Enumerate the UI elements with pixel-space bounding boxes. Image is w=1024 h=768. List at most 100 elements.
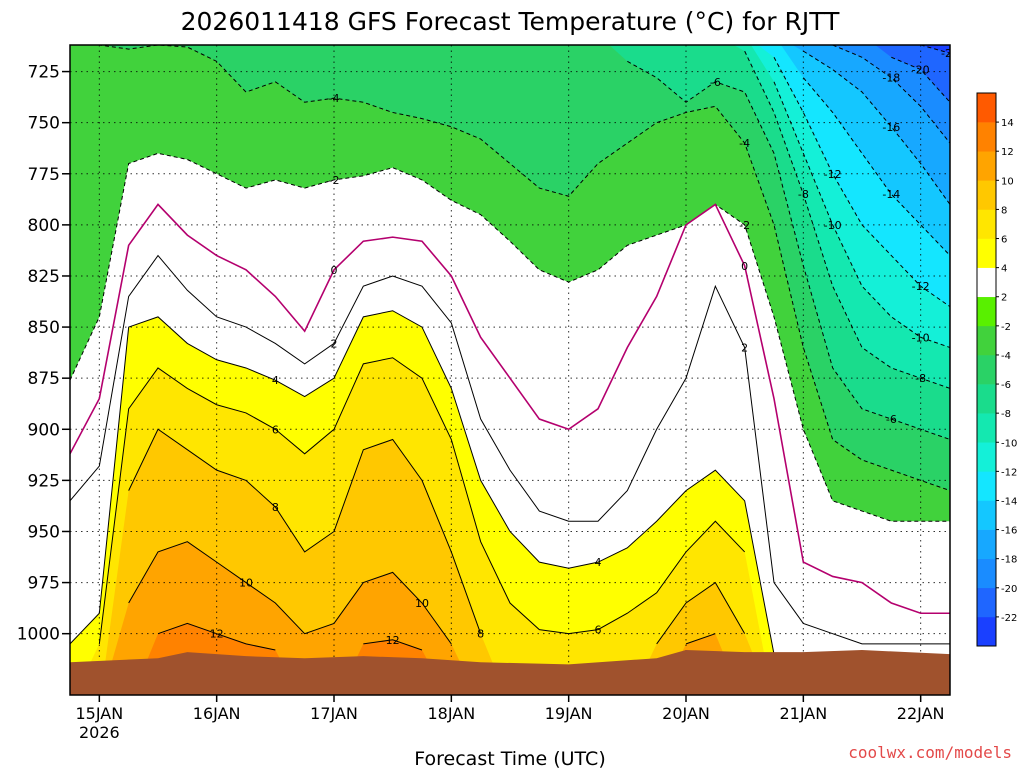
colorbar-swatch <box>977 238 996 268</box>
contour-label: 12 <box>386 634 400 647</box>
contour-label: 8 <box>272 501 279 514</box>
colorbar-swatch <box>977 354 996 385</box>
y-tick-label: 850 <box>28 318 60 338</box>
isotherm--20 <box>891 56 950 103</box>
isotherm--10 <box>773 81 950 348</box>
colorbar-tick-label: 6 <box>1001 235 1007 246</box>
y-tick-label: 725 <box>28 63 60 83</box>
colorbar-tick-label: -8 <box>1001 409 1011 420</box>
x-tick-label: 21JAN <box>779 704 827 723</box>
colorbar-tick-label: -22 <box>1001 613 1017 624</box>
x-tick-label: 22JAN <box>897 704 945 723</box>
y-tick-label: 775 <box>28 165 60 185</box>
colorbar-tick-label: 14 <box>1001 118 1014 129</box>
x-tick-label: 18JAN <box>427 704 475 723</box>
y-tick-label: 750 <box>28 114 60 134</box>
contour-label: -16 <box>882 121 900 134</box>
colorbar-tick-label: 4 <box>1001 264 1007 275</box>
x-tick-label: 16JAN <box>193 704 241 723</box>
contour-label: 8 <box>477 628 484 641</box>
contour-label: -4 <box>329 92 340 105</box>
contour-label: -18 <box>882 72 900 85</box>
isotherm--16 <box>803 50 950 205</box>
contour-label: 4 <box>272 374 279 387</box>
y-tick-label: 875 <box>28 369 60 389</box>
y-tick-label: 925 <box>28 471 60 491</box>
x-axis-label: Forecast Time (UTC) <box>414 748 605 768</box>
credit-text: coolwx.com/models <box>848 743 1012 762</box>
y-axis-ticks: 725 750 775 800 825 850 875 900 925 950 975 1000 <box>17 63 70 645</box>
contour-label: 6 <box>272 423 279 436</box>
colorbar-swatch <box>977 180 996 210</box>
contour-label: -20 <box>912 64 930 77</box>
contour-label: 10 <box>415 597 429 610</box>
colorbar-tick-label: -2 <box>1001 322 1011 333</box>
contour-label: 0 <box>331 264 338 277</box>
colorbar-tick-label: -18 <box>1001 555 1017 566</box>
isotherm-0 <box>70 203 950 615</box>
colorbar-tick-label: 2 <box>1001 293 1007 304</box>
isotherm--22 <box>920 45 950 54</box>
contour-label: -8 <box>915 372 926 385</box>
contour-label: 4 <box>595 556 602 569</box>
y-tick-label: 825 <box>28 267 60 287</box>
plot-frame <box>69 44 951 696</box>
colorbar-swatch <box>977 587 996 618</box>
colorbar-frame <box>976 92 997 647</box>
contour-label: -4 <box>739 137 750 150</box>
isotherm-4 <box>70 310 775 655</box>
plot-area: -22-20-18-16-14-12-12-10-10-8-8-6-6-4-4-… <box>70 45 950 695</box>
colorbar-swatch <box>977 384 996 414</box>
contour-label: -6 <box>710 76 721 89</box>
colorbar-tick-label: -12 <box>1001 467 1017 478</box>
isotherm-12 <box>157 622 423 651</box>
colorbar-tick-label: 10 <box>1001 176 1014 187</box>
colorbar-swatch <box>977 325 996 356</box>
contour-label: -10 <box>912 331 930 344</box>
contour-label: -2 <box>739 219 750 232</box>
colorbar-swatch <box>977 151 996 181</box>
colorbar-swatch <box>977 267 996 298</box>
colorbar-swatch <box>977 616 996 647</box>
y-tick-label: 950 <box>28 522 60 542</box>
isotherm--4 <box>70 45 950 492</box>
colorbar-swatch <box>977 442 996 472</box>
colorbar-tick-label: -20 <box>1001 584 1017 595</box>
colorbar-swatch <box>977 529 996 559</box>
colorbar-tick-label: -4 <box>1001 351 1011 362</box>
colorbar-tick-label: -10 <box>1001 438 1017 449</box>
contour-label: 6 <box>595 624 602 637</box>
isotherm--12 <box>773 57 950 308</box>
contour-label: 12 <box>210 628 224 641</box>
colorbar-tick-label: -14 <box>1001 496 1017 507</box>
contour-label: -10 <box>824 219 842 232</box>
colorbar-tick-label: -6 <box>1001 380 1011 391</box>
isotherm--14 <box>802 77 950 256</box>
y-tick-label: 900 <box>28 420 60 440</box>
isotherm-10 <box>128 541 716 645</box>
colorbar-swatch <box>977 500 996 530</box>
terrain-surface <box>70 650 950 695</box>
isotherm--18 <box>832 45 950 144</box>
temperature-bands <box>70 45 950 695</box>
contour-label: -14 <box>882 188 900 201</box>
colorbar-swatch <box>977 93 996 123</box>
isotherm-2 <box>70 254 950 645</box>
contour-label: -12 <box>912 280 930 293</box>
x-tick-label: 17JAN <box>310 704 358 723</box>
contour-label: 10 <box>239 577 253 590</box>
isotherm-6 <box>98 357 746 644</box>
isotherm-8 <box>128 428 746 645</box>
chart-title: 2026011418 GFS Forecast Temperature (°C)… <box>181 7 840 36</box>
contour-label: 0 <box>741 260 748 273</box>
colorbar-swatch <box>977 558 996 589</box>
contour-label: -8 <box>798 188 809 201</box>
isotherm--6 <box>627 60 950 440</box>
colorbar-swatch <box>977 413 996 443</box>
colorbar-swatch <box>977 471 996 501</box>
contour-label: -12 <box>824 168 842 181</box>
colorbar-tick-label: 8 <box>1001 205 1007 216</box>
colorbar-swatch <box>977 296 996 327</box>
